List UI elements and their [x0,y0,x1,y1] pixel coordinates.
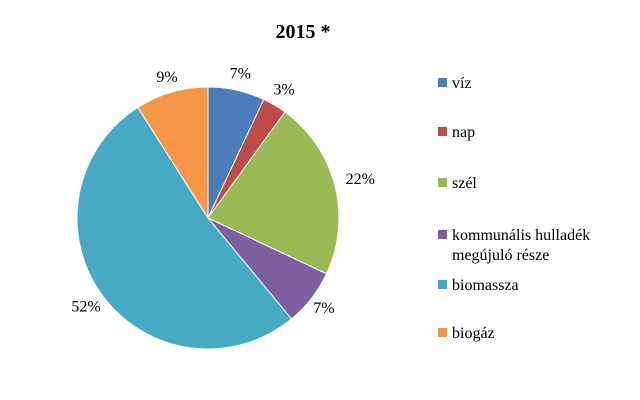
pie-slices [76,86,340,350]
legend-swatch-nap [438,127,447,136]
legend-label-biogaz: biogáz [452,325,495,342]
pie-slice-biomassza [76,106,293,350]
pie-label-biomassza: 52% [71,299,100,316]
pie-label-nap: 3% [273,82,294,99]
legend-label-nap: nap [452,124,475,141]
legend-label-biomassza: biomassza [452,277,519,294]
legend-label-viz: víz [452,75,472,92]
legend-swatch-kommunalis-hulladek-megujulo-resze [438,230,447,239]
pie-label-biogaz: 9% [156,69,177,86]
legend-swatch-biogaz [438,328,447,337]
legend-swatch-szel [438,178,447,187]
legend-label-szel: szél [452,175,477,192]
pie-label-szel: 22% [346,171,375,188]
legend-swatch-viz [438,78,447,87]
pie-label-viz: 7% [230,66,251,83]
pie-slice-biogaz [137,86,209,220]
legend-swatch-biomassza [438,280,447,289]
legend: víz nap szél kommunális hulladék megújuló ré… [438,75,590,342]
legend-label-kommunalis-hulladek-megujulo-resze: kommunális hulladék megújuló része [452,227,590,264]
pie-label-kommunalis-hulladek-megujulo-resze: 7% [313,300,334,317]
chart-title: 2015 * [276,21,331,43]
percentage-labels: 7% 3% 22% 7% 52% 9% [71,66,375,317]
